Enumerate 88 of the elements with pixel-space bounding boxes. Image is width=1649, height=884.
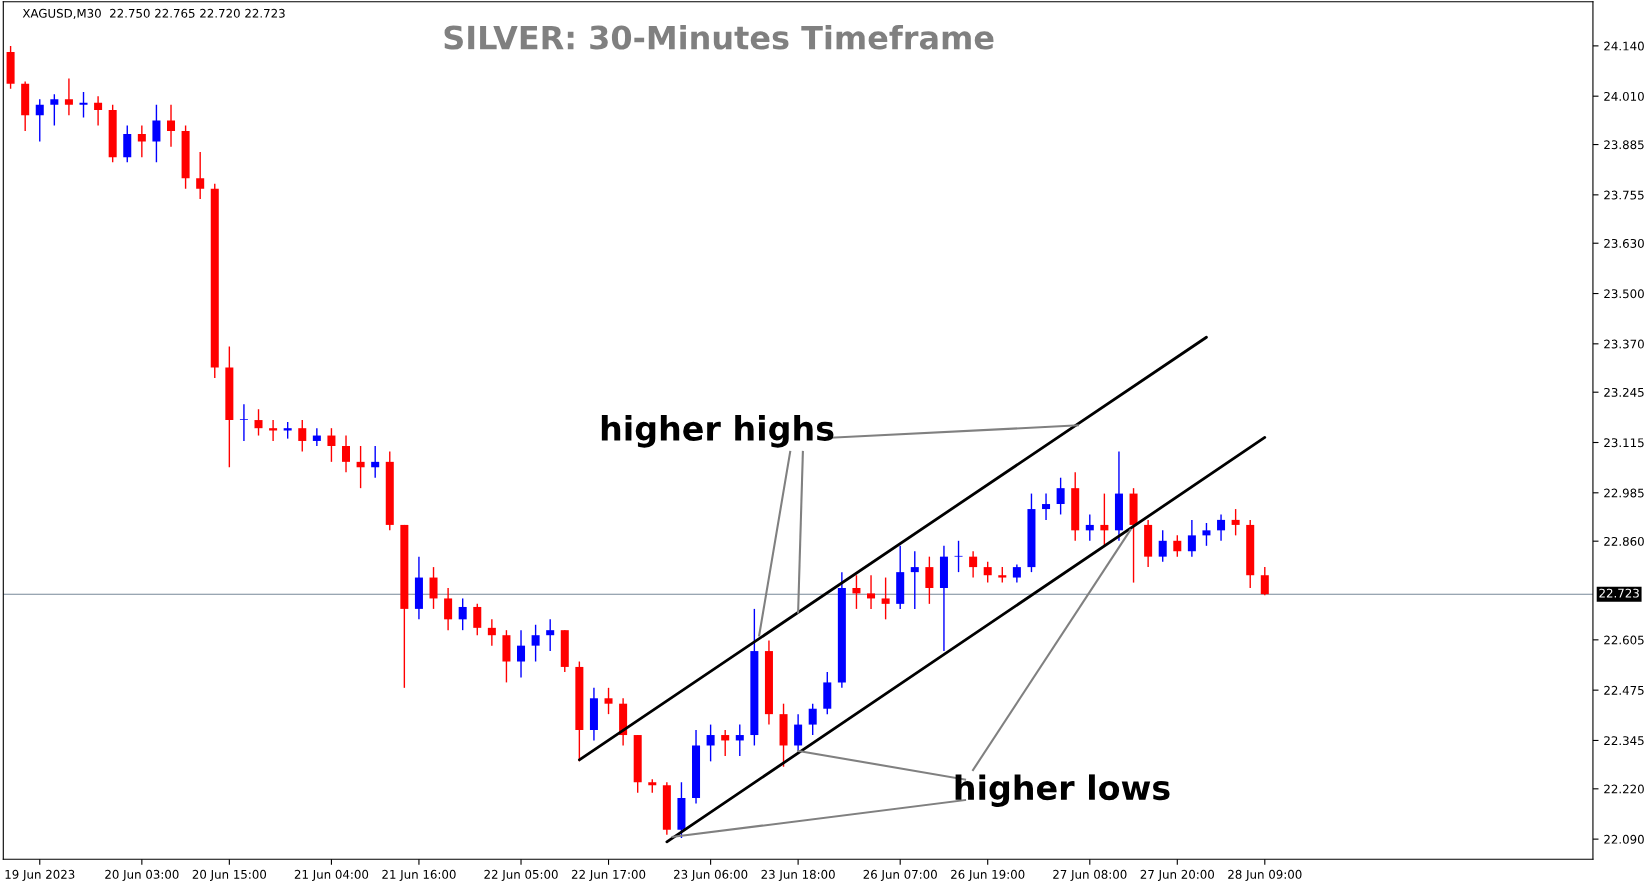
y-tick-label: 22.475 <box>1604 685 1644 695</box>
candlestick <box>167 104 176 148</box>
candlestick <box>458 597 467 631</box>
candlestick <box>1173 534 1182 558</box>
x-tick-label: 22 Jun 05:00 <box>484 869 558 881</box>
annotation: XAGUSD,M30 22.750 22.765 22.720 22.723 <box>22 8 285 19</box>
candlestick <box>546 618 555 652</box>
candlestick <box>1158 529 1167 563</box>
y-tick-label: 23.885 <box>1604 140 1644 150</box>
candlestick <box>1260 566 1269 597</box>
candlestick <box>794 713 803 752</box>
x-tick-label: 21 Jun 04:00 <box>294 869 369 881</box>
x-tick-label: 20 Jun 15:00 <box>192 869 267 881</box>
candlestick <box>1042 492 1051 521</box>
y-tick-label: 23.115 <box>1604 438 1644 448</box>
y-tick-label: 24.010 <box>1604 91 1644 101</box>
candlestick <box>298 419 307 453</box>
candlestick <box>371 445 380 479</box>
candlestick <box>50 93 59 127</box>
x-tick-label: 27 Jun 20:00 <box>1140 869 1215 881</box>
candlestick <box>239 403 248 442</box>
y-tick-label: 22.605 <box>1604 635 1644 645</box>
candlestick <box>1217 513 1226 542</box>
x-tick-label: 23 Jun 06:00 <box>673 869 748 881</box>
candlestick <box>94 95 103 127</box>
text: SILVER: 30-Minutes Timeframe <box>444 24 994 50</box>
candlestick <box>269 419 278 442</box>
candlestick <box>881 576 890 621</box>
x-tick-label: 20 Jun 03:00 <box>105 869 179 881</box>
candlestick <box>969 550 978 579</box>
x-tick-label: 19 Jun 2023 <box>5 869 75 881</box>
candlestick <box>123 124 132 164</box>
x-tick-label: 26 Jun 19:00 <box>951 869 1025 881</box>
y-tick-label: 22.985 <box>1604 488 1644 498</box>
candlestick <box>487 618 496 647</box>
candlestick <box>735 723 744 757</box>
candlestick <box>196 151 205 200</box>
candlestick <box>327 427 336 463</box>
candlestick <box>429 566 438 610</box>
candlestick <box>531 624 540 663</box>
y-tick-label: 22.345 <box>1604 736 1644 746</box>
y-tick-label: 23.630 <box>1604 238 1644 248</box>
x-tick-label: 28 Jun 09:00 <box>1228 869 1302 881</box>
candlestick <box>604 687 613 715</box>
x-tick-label: 23 Jun 18:00 <box>761 869 835 881</box>
candlestick <box>867 574 876 610</box>
y-tick-label: 22.220 <box>1604 784 1644 794</box>
candlestick <box>254 408 263 437</box>
candlestick <box>808 702 817 736</box>
candlestick <box>1202 522 1211 547</box>
annotation: higher lows <box>955 774 1170 807</box>
candlestick <box>79 91 88 119</box>
candlestick <box>706 723 715 763</box>
candlestick <box>852 574 861 610</box>
candlestick <box>64 77 73 116</box>
candlestick <box>444 587 453 631</box>
candlestick <box>312 427 321 447</box>
y-tick-label: 22.860 <box>1604 536 1644 546</box>
x-tick-label: 22 Jun 17:00 <box>571 869 646 881</box>
candlestick <box>1100 492 1109 547</box>
y-tick-label: 24.140 <box>1604 41 1644 51</box>
x-tick-label: 26 Jun 07:00 <box>863 869 937 881</box>
candlestick <box>721 729 730 757</box>
y-tick-label: 23.245 <box>1604 387 1644 397</box>
y-tick-label: 23.755 <box>1604 190 1644 200</box>
candlestick <box>983 560 992 584</box>
candlestick <box>517 629 526 679</box>
candlestick <box>35 98 44 143</box>
candlestick <box>356 445 365 489</box>
candlestick <box>954 540 963 573</box>
y-tick-label: 22.090 <box>1604 834 1644 844</box>
candlestick <box>925 555 934 605</box>
candlestick <box>1085 513 1094 542</box>
candlestick <box>1187 519 1196 558</box>
x-tick-label: 27 Jun 08:00 <box>1053 869 1127 881</box>
candlestick <box>1056 477 1065 516</box>
y-tick-label: 23.500 <box>1604 289 1644 299</box>
candlestick <box>1012 563 1021 584</box>
annotation: higher highs <box>601 415 834 448</box>
candlestick <box>1231 508 1240 537</box>
candlestick <box>342 434 351 473</box>
candlestick <box>910 550 919 610</box>
candlestick <box>473 603 482 636</box>
y-tick-label: 23.370 <box>1604 339 1644 349</box>
ref-line-label: 22.723 <box>1599 588 1639 598</box>
candlestick <box>152 104 161 164</box>
candlestick <box>137 124 146 159</box>
x-tick-label: 21 Jun 16:00 <box>382 869 456 881</box>
